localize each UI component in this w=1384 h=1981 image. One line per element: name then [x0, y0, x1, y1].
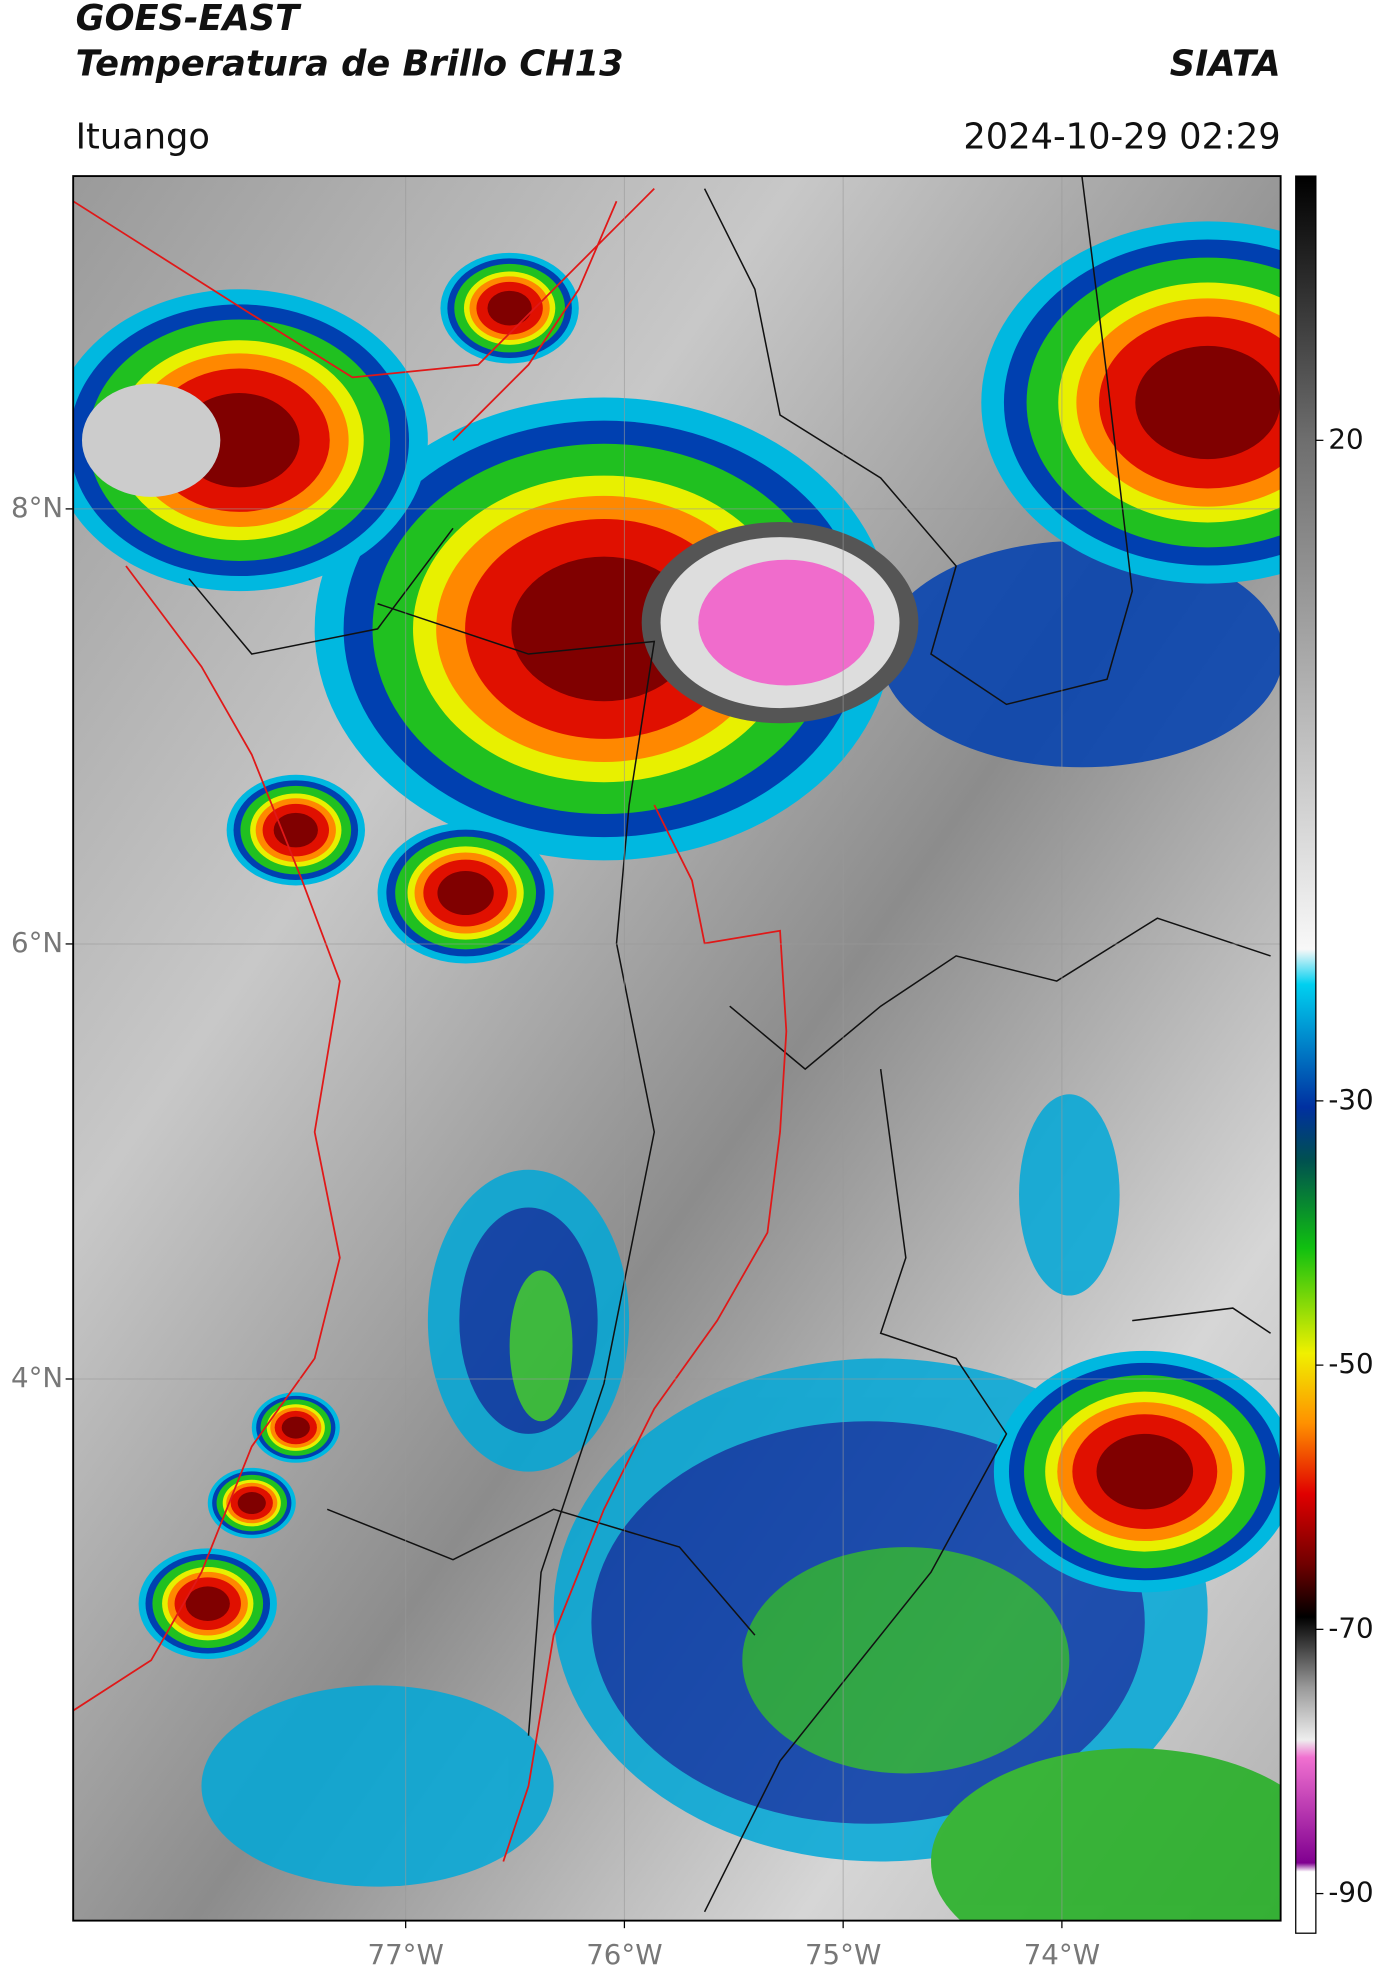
grid — [73, 176, 1281, 1921]
colorbar-tick-label: 20 — [1328, 422, 1363, 455]
datetime: 2024-10-29 02:29 — [963, 116, 1280, 157]
map-frame — [72, 175, 1282, 1922]
colorbar-tick-label: -50 — [1328, 1347, 1373, 1380]
lon-tick-label: 77°W — [367, 1938, 443, 1971]
colorbar-tick-label: -30 — [1328, 1083, 1373, 1116]
title: GOES-EAST — [76, 0, 302, 39]
map — [73, 176, 1281, 1921]
lon-tick-label: 74°W — [1024, 1938, 1100, 1971]
subtitle: Temperatura de Brillo CH13 — [76, 43, 624, 84]
colorbar — [1295, 175, 1317, 1934]
lat-tick-label: 6°N — [11, 926, 63, 959]
location: Ituango — [76, 116, 210, 157]
colorbar-tick-label: -70 — [1328, 1611, 1373, 1644]
lat-tick-label: 8°N — [11, 491, 63, 524]
colorbar-tick-label: -90 — [1328, 1876, 1373, 1909]
brand: SIATA — [1170, 43, 1281, 84]
lon-tick-label: 76°W — [586, 1938, 662, 1971]
lat-tick-label: 4°N — [11, 1361, 63, 1394]
lon-tick-label: 75°W — [805, 1938, 881, 1971]
